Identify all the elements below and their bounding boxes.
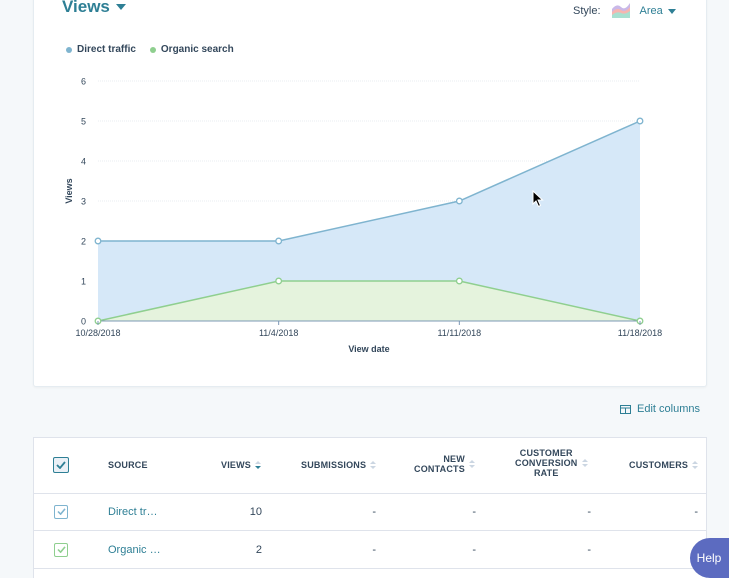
style-label: Style: <box>573 5 601 17</box>
table-row: Organic … 2 - - - - <box>34 531 706 569</box>
table-row: Direct tr… 10 - - - - <box>34 493 706 531</box>
checkbox <box>54 504 68 519</box>
sort-icon <box>581 459 588 467</box>
help-label: Help <box>696 551 722 565</box>
data-point <box>455 277 463 285</box>
y-tick-label: 0 <box>81 317 86 327</box>
column-label: NEW CONTACTS <box>414 454 465 474</box>
submissions-cell: - <box>372 543 376 556</box>
edit-columns-label: Edit columns <box>637 403 700 415</box>
edit-columns-button[interactable]: Edit columns <box>620 403 700 415</box>
sort-icon <box>692 461 699 469</box>
checkbox <box>54 542 68 557</box>
area-chart-icon <box>611 1 631 22</box>
column-header-new-contacts[interactable]: NEW CONTACTS <box>414 454 475 474</box>
series-line-direct <box>98 120 641 242</box>
column-label: SOURCE <box>108 460 148 470</box>
chevron-down-icon <box>115 4 126 10</box>
help-button[interactable]: Help <box>690 538 729 578</box>
sort-icon <box>370 461 377 469</box>
new-contacts-cell: - <box>472 543 476 556</box>
columns-icon <box>620 404 631 414</box>
legend-item-organic[interactable]: Organic search <box>149 44 234 55</box>
x-tick-label: 10/28/2018 <box>75 328 120 338</box>
check-icon <box>56 461 66 469</box>
column-header-views[interactable]: VIEWS <box>221 460 262 470</box>
chevron-down-icon <box>667 8 676 14</box>
views-title-dropdown[interactable]: Views <box>62 0 126 17</box>
y-axis-label: Views <box>64 178 74 203</box>
conversion-rate-cell: - <box>587 543 591 556</box>
column-header-conversion-rate[interactable]: CUSTOMER CONVERSION RATE <box>515 448 588 478</box>
mouse-cursor-icon <box>532 190 544 208</box>
column-header-customers[interactable]: CUSTOMERS <box>629 460 699 470</box>
check-icon <box>56 546 66 553</box>
legend-dot <box>149 46 156 53</box>
column-label: CUSTOMER CONVERSION RATE <box>515 448 578 478</box>
table-header: SOURCE VIEWS SUBMISSIONS NEW CONTACTS CU… <box>34 438 706 494</box>
views-cell: 10 <box>249 505 262 518</box>
legend-label: Organic search <box>160 44 234 55</box>
sort-desc-icon <box>255 461 262 469</box>
x-axis-label: View date <box>348 344 389 354</box>
views-cell: 2 <box>255 543 262 556</box>
source-label: Direct tr… <box>108 505 158 518</box>
data-point <box>455 197 463 205</box>
legend-label: Direct traffic <box>77 44 136 55</box>
submissions-cell: - <box>372 505 376 518</box>
column-label: VIEWS <box>221 460 252 470</box>
row-checkbox[interactable] <box>54 531 68 568</box>
select-all-checkbox[interactable] <box>53 457 69 473</box>
row-checkbox[interactable] <box>54 493 68 530</box>
column-header-source[interactable]: SOURCE <box>108 460 148 470</box>
y-tick-label: 5 <box>81 117 86 127</box>
new-contacts-cell: - <box>472 505 476 518</box>
y-tick-label: 1 <box>81 277 86 287</box>
legend-item-direct[interactable]: Direct traffic <box>66 44 136 55</box>
data-point <box>275 277 283 285</box>
chart-legend: Direct traffic Organic search <box>66 44 234 55</box>
x-tick-label: 11/11/2018 <box>437 328 481 338</box>
legend-dot <box>66 46 72 53</box>
page-title: Views <box>62 0 110 16</box>
style-selector: Style: Area <box>573 0 676 22</box>
column-label: CUSTOMERS <box>629 460 689 470</box>
data-point <box>636 117 644 125</box>
source-link[interactable]: Organic … <box>108 531 161 568</box>
column-header-submissions[interactable]: SUBMISSIONS <box>301 460 377 470</box>
y-tick-label: 4 <box>81 157 86 167</box>
area-chart: 0 1 2 3 4 5 6 10/28/2018 11/4/2018 11/11/2018 11/1… <box>64 77 662 355</box>
customers-cell: - <box>694 505 698 518</box>
checkbox <box>53 457 69 473</box>
sources-table: SOURCE VIEWS SUBMISSIONS NEW CONTACTS CU… <box>33 437 707 578</box>
series-line-organic <box>97 280 641 322</box>
style-value: Area <box>639 5 663 17</box>
source-label: Organic … <box>108 543 161 556</box>
y-tick-label: 6 <box>81 77 86 87</box>
style-dropdown[interactable]: Area <box>640 5 676 17</box>
y-tick-label: 2 <box>81 237 86 247</box>
data-point <box>275 237 283 245</box>
y-tick-label: 3 <box>81 197 86 207</box>
sort-icon <box>468 460 475 468</box>
data-point <box>94 237 102 245</box>
x-tick-label: 11/4/2018 <box>259 328 298 338</box>
source-link[interactable]: Direct tr… <box>108 493 158 530</box>
check-icon <box>56 508 66 515</box>
conversion-rate-cell: - <box>587 505 591 518</box>
column-label: SUBMISSIONS <box>301 460 367 470</box>
x-tick-label: 11/18/2018 <box>618 328 662 338</box>
